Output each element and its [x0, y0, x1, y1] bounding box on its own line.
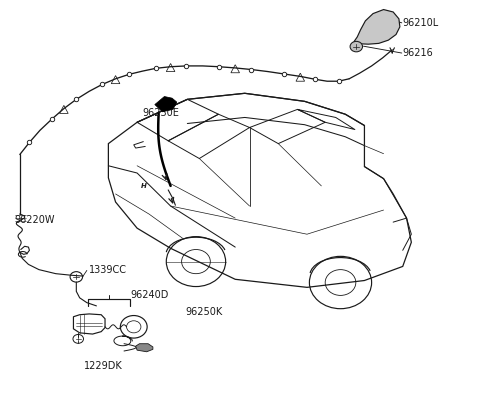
Text: 96250K: 96250K: [185, 307, 222, 316]
Text: 96240D: 96240D: [130, 290, 168, 301]
Text: 96230E: 96230E: [142, 108, 179, 118]
Circle shape: [350, 41, 362, 52]
Polygon shape: [136, 344, 153, 352]
Text: 1339CC: 1339CC: [89, 265, 127, 276]
Polygon shape: [155, 97, 177, 112]
Text: 1229DK: 1229DK: [84, 361, 123, 371]
Polygon shape: [354, 10, 400, 44]
Text: H: H: [140, 183, 146, 189]
Text: 96210L: 96210L: [403, 18, 439, 28]
Text: 96216: 96216: [403, 48, 433, 58]
Text: 96220W: 96220W: [14, 215, 55, 225]
